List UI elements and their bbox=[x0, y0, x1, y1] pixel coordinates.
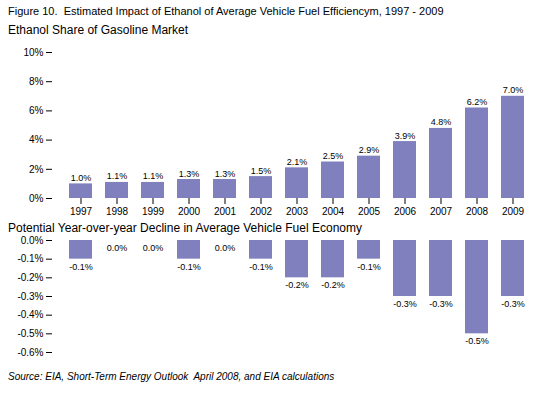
svg-text:8%: 8% bbox=[29, 76, 44, 87]
svg-text:2.5%: 2.5% bbox=[323, 151, 344, 161]
svg-text:2006: 2006 bbox=[394, 206, 417, 217]
svg-text:-0.2%: -0.2% bbox=[321, 280, 345, 290]
svg-text:1.0%: 1.0% bbox=[71, 173, 92, 183]
svg-text:2008: 2008 bbox=[466, 206, 489, 217]
svg-text:0.0%: 0.0% bbox=[21, 236, 44, 246]
svg-text:2004: 2004 bbox=[322, 206, 345, 217]
svg-text:4.8%: 4.8% bbox=[431, 117, 452, 127]
svg-text:-0.6%: -0.6% bbox=[17, 347, 43, 358]
svg-text:-0.2%: -0.2% bbox=[17, 272, 43, 283]
html-text:Source: EIA, Short-Term Energy: Source: EIA, Short-Term Energy Outlook A… bbox=[8, 371, 335, 382]
svg-text:-0.1%: -0.1% bbox=[249, 262, 273, 272]
svg-text:0.0%: 0.0% bbox=[143, 243, 164, 253]
svg-text:7.0%: 7.0% bbox=[503, 85, 524, 95]
svg-text:2001: 2001 bbox=[214, 206, 237, 217]
svg-text:2005: 2005 bbox=[358, 206, 381, 217]
svg-text:1.1%: 1.1% bbox=[143, 171, 164, 181]
svg-text:-0.1%: -0.1% bbox=[17, 253, 43, 264]
svg-text:-0.2%: -0.2% bbox=[285, 280, 309, 290]
svg-text:2%: 2% bbox=[29, 164, 44, 175]
svg-text:-0.1%: -0.1% bbox=[177, 262, 201, 272]
svg-text:-0.3%: -0.3% bbox=[17, 291, 43, 302]
svg-text:2007: 2007 bbox=[430, 206, 453, 217]
svg-text:2009: 2009 bbox=[502, 206, 525, 217]
html-text:Figure 10. Estimated Impact of: Figure 10. Estimated Impact of Ethanol o… bbox=[8, 5, 444, 17]
svg-text:6.2%: 6.2% bbox=[467, 97, 488, 107]
svg-text:-0.3%: -0.3% bbox=[393, 299, 417, 309]
svg-text:1.5%: 1.5% bbox=[251, 166, 272, 176]
svg-text:1997: 1997 bbox=[70, 206, 93, 217]
html-text:Potential Year-over-year Decli: Potential Year-over-year Decline in Aver… bbox=[8, 221, 362, 235]
svg-text:2003: 2003 bbox=[286, 206, 309, 217]
svg-text:2.1%: 2.1% bbox=[287, 157, 308, 167]
svg-text:-0.4%: -0.4% bbox=[17, 309, 43, 320]
svg-text:1.3%: 1.3% bbox=[179, 169, 200, 179]
svg-text:10%: 10% bbox=[23, 47, 43, 58]
svg-text:-0.1%: -0.1% bbox=[69, 262, 93, 272]
svg-text:1.3%: 1.3% bbox=[215, 169, 236, 179]
svg-text:-0.5%: -0.5% bbox=[17, 328, 43, 339]
svg-text:3.9%: 3.9% bbox=[395, 131, 416, 141]
svg-text:1.1%: 1.1% bbox=[107, 171, 128, 181]
svg-text:-0.3%: -0.3% bbox=[429, 299, 453, 309]
svg-text:2.9%: 2.9% bbox=[359, 145, 380, 155]
svg-text:1999: 1999 bbox=[142, 206, 165, 217]
svg-text:-0.1%: -0.1% bbox=[357, 262, 381, 272]
svg-text:0.0%: 0.0% bbox=[107, 243, 128, 253]
svg-text:2002: 2002 bbox=[250, 206, 273, 217]
svg-text:1998: 1998 bbox=[106, 206, 129, 217]
svg-text:0%: 0% bbox=[29, 193, 44, 204]
svg-text:2000: 2000 bbox=[178, 206, 201, 217]
svg-text:-0.5%: -0.5% bbox=[465, 336, 489, 346]
svg-text:0.0%: 0.0% bbox=[215, 243, 236, 253]
html-text:Ethanol Share of Gasoline Mark: Ethanol Share of Gasoline Market bbox=[8, 23, 189, 37]
svg-text:6%: 6% bbox=[29, 105, 44, 116]
svg-text:4%: 4% bbox=[29, 134, 44, 145]
svg-text:-0.3%: -0.3% bbox=[501, 299, 525, 309]
